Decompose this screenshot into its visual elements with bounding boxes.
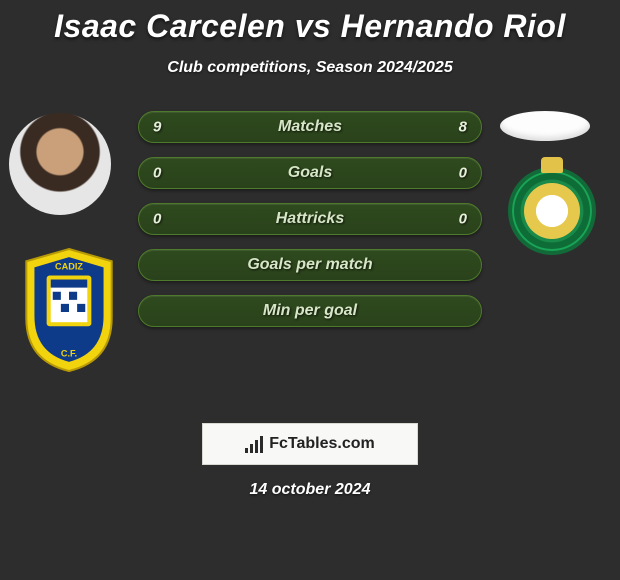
svg-text:CADIZ: CADIZ xyxy=(55,261,83,271)
stat-row: 0 Hattricks 0 xyxy=(138,203,482,235)
svg-text:C.F.: C.F. xyxy=(61,349,77,359)
club-right-crest xyxy=(508,167,596,255)
stats-list: 9 Matches 8 0 Goals 0 0 Hattricks 0 Goal… xyxy=(138,111,482,327)
brand-badge[interactable]: FcTables.com xyxy=(202,423,418,465)
stat-row: Goals per match xyxy=(138,249,482,281)
player-right-photo xyxy=(500,111,590,141)
stat-row: Min per goal xyxy=(138,295,482,327)
stat-right-value: 0 xyxy=(459,165,467,182)
crest-inner-icon xyxy=(524,183,580,239)
brand-text: FcTables.com xyxy=(269,435,375,453)
stat-left-value: 0 xyxy=(153,165,161,182)
stat-label: Hattricks xyxy=(276,210,344,228)
stat-right-value: 0 xyxy=(459,211,467,228)
stat-left-value: 9 xyxy=(153,119,161,136)
stat-label: Goals per match xyxy=(247,256,372,274)
stat-label: Min per goal xyxy=(263,302,357,320)
bar-chart-icon xyxy=(245,435,263,453)
date-text: 14 october 2024 xyxy=(0,481,620,499)
stat-label: Matches xyxy=(278,118,342,136)
club-left-crest: CADIZ C.F. xyxy=(18,247,120,373)
stat-left-value: 0 xyxy=(153,211,161,228)
stat-label: Goals xyxy=(288,164,332,182)
stat-right-value: 8 xyxy=(459,119,467,136)
subtitle: Club competitions, Season 2024/2025 xyxy=(0,59,620,77)
page-title: Isaac Carcelen vs Hernando Riol xyxy=(0,0,620,45)
player-left-photo xyxy=(9,113,111,215)
shield-icon: CADIZ C.F. xyxy=(18,247,120,373)
stat-row: 9 Matches 8 xyxy=(138,111,482,143)
stat-row: 0 Goals 0 xyxy=(138,157,482,189)
face-placeholder-icon xyxy=(9,113,111,215)
comparison-panel: CADIZ C.F. 9 Matches 8 0 Goals 0 0 Hattr… xyxy=(0,105,620,385)
